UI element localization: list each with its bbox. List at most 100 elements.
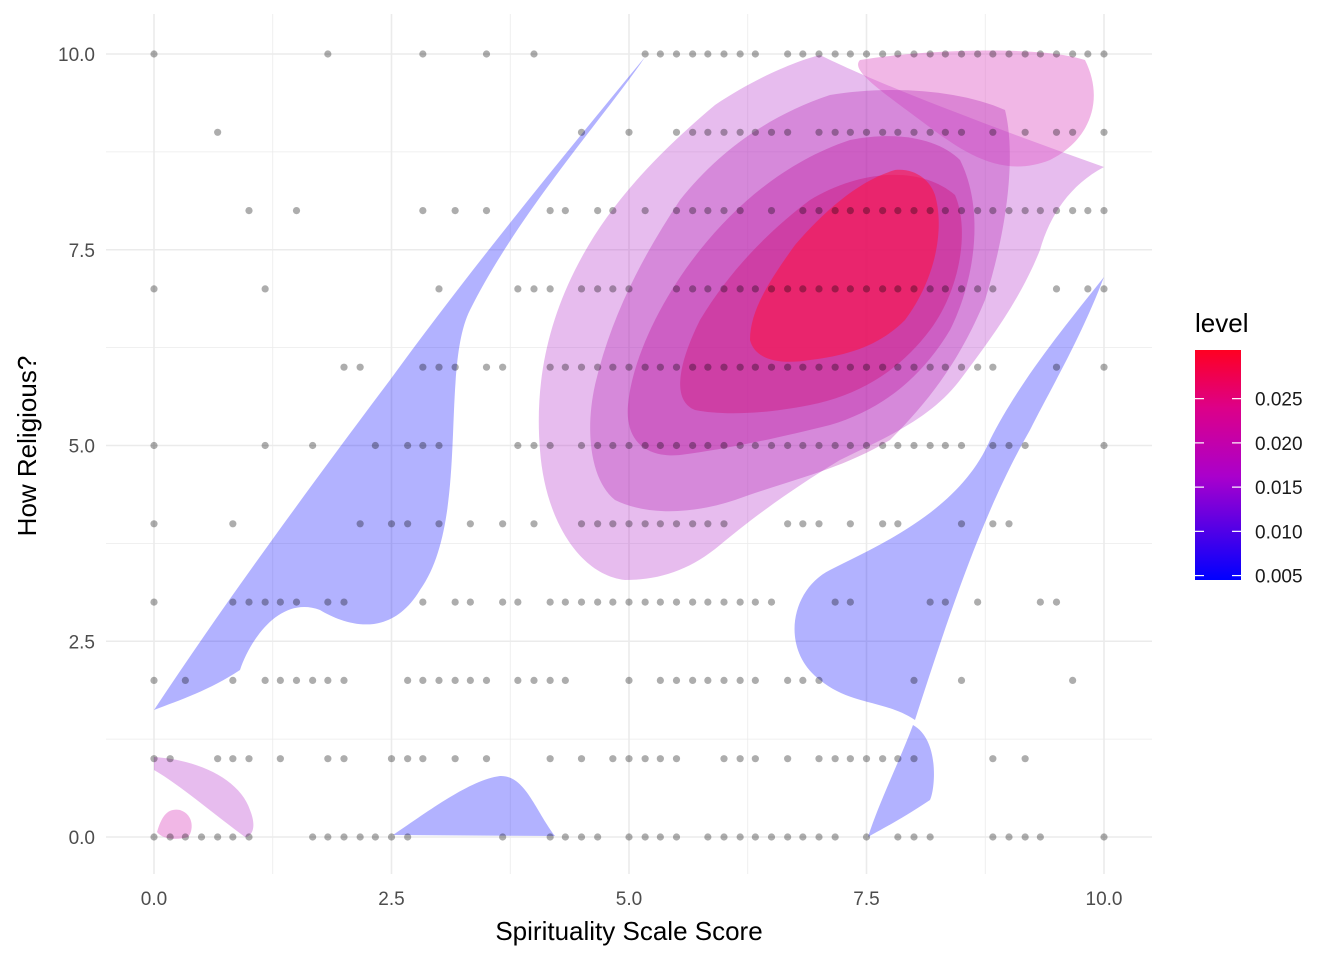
data-point (1005, 207, 1013, 215)
data-point (831, 441, 839, 450)
data-point (292, 207, 301, 215)
data-point (641, 441, 649, 450)
data-point (751, 363, 759, 371)
data-point (404, 441, 412, 450)
data-point (641, 598, 649, 606)
data-point (404, 833, 412, 841)
data-point (150, 676, 158, 685)
data-point (784, 441, 792, 450)
legend-tick-label: 0.005 (1255, 567, 1303, 588)
data-point (957, 207, 966, 215)
data-point (1069, 128, 1077, 136)
data-point (150, 755, 158, 763)
data-point (799, 285, 807, 293)
data-point (815, 441, 823, 450)
data-point (846, 128, 854, 136)
data-point (720, 50, 728, 58)
data-point (419, 441, 427, 450)
data-point (957, 285, 966, 293)
data-point (276, 598, 284, 606)
data-point (594, 441, 602, 450)
data-point (482, 50, 491, 58)
data-point (846, 50, 854, 58)
data-point (831, 833, 839, 841)
data-point (751, 441, 759, 450)
data-point (910, 50, 918, 58)
data-point (815, 755, 823, 763)
data-point (910, 676, 918, 685)
data-point (751, 755, 759, 763)
data-point (435, 676, 443, 685)
data-point (751, 833, 759, 841)
data-point (419, 207, 427, 215)
data-point (957, 50, 966, 58)
x-axis-ticks: 0.0 2.5 5.0 7.5 10.0 (141, 889, 1123, 910)
data-point (926, 363, 934, 371)
data-point (957, 363, 966, 371)
data-point (1005, 520, 1013, 528)
data-point (309, 676, 317, 685)
data-point (894, 363, 902, 371)
data-point (1052, 363, 1061, 371)
data-point (957, 520, 966, 528)
data-point (324, 755, 332, 763)
data-point (514, 598, 522, 606)
data-point (862, 285, 871, 293)
data-point (720, 285, 728, 293)
data-point (546, 755, 554, 763)
data-point (689, 363, 697, 371)
data-point (150, 520, 158, 528)
data-point (862, 833, 871, 841)
data-point (625, 598, 633, 606)
data-point (292, 676, 301, 685)
data-point (989, 441, 997, 450)
data-point (751, 128, 759, 136)
data-point (941, 598, 949, 606)
data-point (656, 833, 664, 841)
data-point (387, 520, 396, 528)
data-point (689, 50, 697, 58)
data-point (609, 520, 617, 528)
data-point (831, 755, 839, 763)
legend-title: level (1195, 308, 1248, 338)
legend-ticks: 0.025 0.020 0.015 0.010 0.005 (1195, 390, 1303, 588)
data-point (514, 441, 522, 450)
legend-tick-label: 0.015 (1255, 478, 1303, 499)
data-point (751, 285, 759, 293)
data-point (1021, 833, 1029, 841)
data-point (767, 285, 776, 293)
data-point (625, 363, 633, 371)
data-point (784, 833, 792, 841)
data-point (879, 128, 887, 136)
data-point (989, 285, 997, 293)
data-point (546, 363, 554, 371)
data-point (767, 207, 776, 215)
data-point (546, 676, 554, 685)
data-point (197, 833, 206, 841)
data-point (166, 755, 174, 763)
data-point (704, 128, 712, 136)
data-point (689, 285, 697, 293)
data-point (609, 441, 617, 450)
data-point (767, 128, 776, 136)
data-point (831, 50, 839, 58)
data-point (799, 676, 807, 685)
data-point (815, 285, 823, 293)
data-point (214, 755, 222, 763)
data-point (989, 363, 997, 371)
data-point (689, 676, 697, 685)
data-point (309, 441, 317, 450)
data-point (340, 676, 348, 685)
data-point (451, 207, 459, 215)
data-point (879, 285, 887, 293)
data-point (594, 520, 602, 528)
data-point (577, 363, 586, 371)
data-point (561, 598, 569, 606)
data-point (815, 676, 823, 685)
data-point (594, 207, 602, 215)
data-point (879, 755, 887, 763)
data-point (704, 285, 712, 293)
data-point (261, 598, 269, 606)
density-region-small-lower-left (154, 757, 254, 837)
